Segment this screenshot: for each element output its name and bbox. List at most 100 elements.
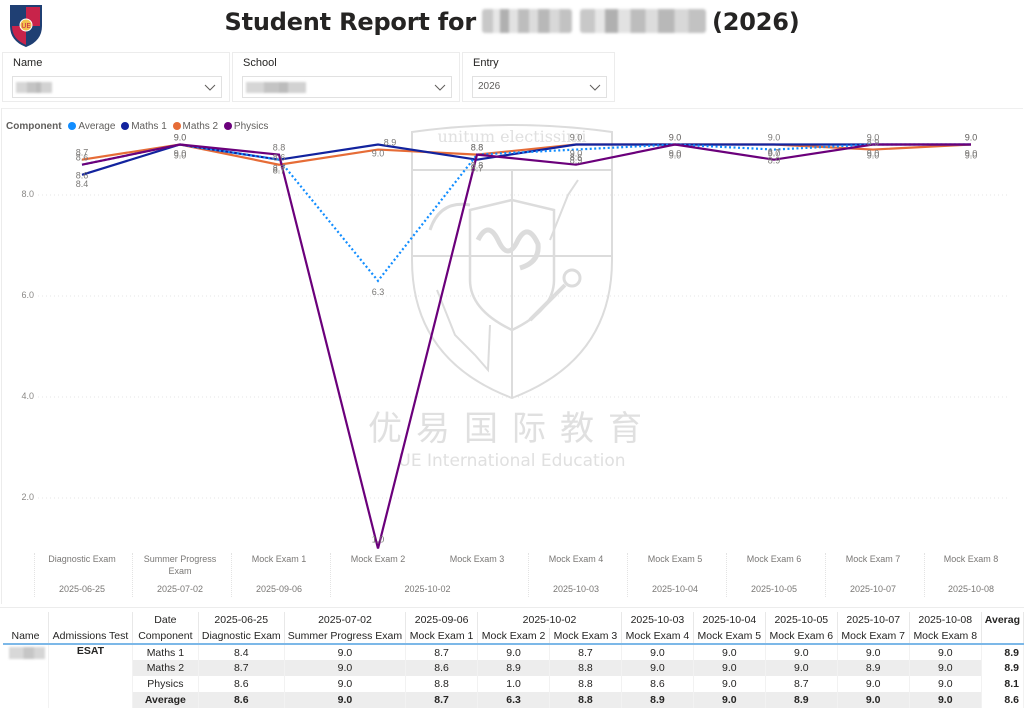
exam-header[interactable]: Mock Exam 6 xyxy=(765,628,838,645)
exam-header[interactable]: Mock Exam 5 xyxy=(693,628,766,645)
data-label: 8.7 xyxy=(76,148,89,158)
exam-header[interactable]: Mock Exam 4 xyxy=(621,628,694,645)
component-cell: Maths 2 xyxy=(132,660,199,676)
school-dropdown[interactable] xyxy=(242,76,452,98)
data-label: 8.8 xyxy=(471,143,484,153)
data-label: 9.0 xyxy=(570,133,583,143)
data-label: 8.4 xyxy=(76,179,89,189)
x-date-label: 2025-10-04 xyxy=(651,584,699,594)
entry-value: 2026 xyxy=(478,81,501,92)
legend-dot-icon xyxy=(68,122,77,130)
score-cell: 8.8 xyxy=(549,692,622,708)
row-average-cell: 8.6 xyxy=(981,692,1024,708)
exam-header[interactable]: Mock Exam 2 xyxy=(477,628,551,645)
x-category-label: Summer Progress Exam xyxy=(143,554,217,576)
row-average-cell: 8.9 xyxy=(981,644,1024,660)
name-dropdown[interactable] xyxy=(12,76,222,98)
legend-item-maths1[interactable]: Maths 1 xyxy=(121,121,167,132)
name-redacted-value xyxy=(16,82,52,93)
score-cell: 9.0 xyxy=(284,644,407,660)
page-title: Student Report for (2026) xyxy=(0,8,1024,37)
score-cell: 9.0 xyxy=(284,676,407,692)
x-date-label: 2025-10-03 xyxy=(552,584,600,594)
data-label: 9.0 xyxy=(669,133,682,143)
y-tick: 8.0 xyxy=(21,189,34,199)
score-cell: 8.7 xyxy=(405,692,479,708)
row-average-cell: 8.9 xyxy=(981,660,1024,676)
data-label: 9.0 xyxy=(768,133,781,143)
component-column-header[interactable]: Component xyxy=(132,628,199,645)
chevron-down-icon xyxy=(589,84,601,91)
score-cell: 8.9 xyxy=(477,660,551,676)
x-separator xyxy=(330,553,331,597)
score-cell: 9.0 xyxy=(693,644,766,660)
data-label: 9.0 xyxy=(768,149,781,159)
date-header: 2025-10-02 xyxy=(477,612,622,628)
exam-header[interactable]: Mock Exam 8 xyxy=(909,628,982,645)
series-line-average[interactable] xyxy=(81,143,971,283)
x-category-label: Mock Exam 7 xyxy=(845,554,901,564)
score-cell: 9.0 xyxy=(693,692,766,708)
legend-label: Maths 2 xyxy=(182,121,219,132)
score-cell: 9.0 xyxy=(765,660,838,676)
legend-item-average[interactable]: Average xyxy=(68,121,115,132)
data-label: 9.0 xyxy=(867,133,880,143)
legend-item-maths2[interactable]: Maths 2 xyxy=(172,121,219,132)
date-header: 2025-10-04 xyxy=(693,612,766,628)
data-label: 1.0 xyxy=(372,535,385,545)
date-header: 2025-10-05 xyxy=(765,612,838,628)
score-cell: 9.0 xyxy=(284,692,407,708)
y-tick: 4.0 xyxy=(21,391,34,401)
exam-header[interactable]: Mock Exam 3 xyxy=(549,628,622,645)
y-tick: 6.0 xyxy=(21,290,34,300)
admissions-test-cell: ESAT xyxy=(48,644,133,708)
data-label: 8.8 xyxy=(471,161,484,171)
score-cell: 9.0 xyxy=(477,644,551,660)
school-slicer: School xyxy=(232,52,460,102)
data-label: 9.0 xyxy=(965,133,978,143)
data-label: 9.0 xyxy=(174,149,187,159)
admissions-test-column-header[interactable]: Admissions Test xyxy=(48,628,133,645)
score-cell: 8.8 xyxy=(405,676,479,692)
x-date-label: 2025-07-02 xyxy=(156,584,204,594)
score-cell: 8.7 xyxy=(405,644,479,660)
name-column-header[interactable]: Name xyxy=(3,628,49,645)
table-row: Average 8.6 9.0 8.7 6.3 8.8 8.9 9.0 8.9 9.0 9.0 8.6 xyxy=(3,692,1024,708)
score-cell: 9.0 xyxy=(693,660,766,676)
x-separator xyxy=(825,553,826,597)
data-label: 9.0 xyxy=(965,151,978,161)
score-cell: 9.0 xyxy=(765,644,838,660)
exam-header[interactable]: Diagnostic Exam xyxy=(198,628,285,645)
x-separator xyxy=(528,553,529,597)
score-cell: 9.0 xyxy=(621,660,694,676)
x-category-label: Mock Exam 4 xyxy=(548,554,604,564)
series-line-physics[interactable] xyxy=(81,143,971,549)
school-redacted-value xyxy=(246,82,306,93)
x-separator xyxy=(924,553,925,597)
exam-header[interactable]: Mock Exam 1 xyxy=(405,628,479,645)
average-column-header[interactable]: Averag xyxy=(981,612,1024,645)
x-category-label: Mock Exam 2 xyxy=(350,554,406,564)
entry-dropdown[interactable]: 2026 xyxy=(472,76,607,98)
exam-header[interactable]: Summer Progress Exam xyxy=(284,628,407,645)
name-slicer: Name xyxy=(2,52,230,102)
data-label: 8.9 xyxy=(768,156,781,166)
score-cell: 8.6 xyxy=(621,676,694,692)
data-label: 8.6 xyxy=(273,153,286,163)
x-category-label: Mock Exam 5 xyxy=(647,554,703,564)
redacted-student-first-name xyxy=(481,9,572,33)
exam-header[interactable]: Mock Exam 7 xyxy=(837,628,910,645)
table-row: Maths 2 8.7 9.0 8.6 8.9 8.8 9.0 9.0 9.0 8.9 9.0 8.9 xyxy=(3,660,1024,676)
date-header: 2025-10-03 xyxy=(621,612,694,628)
data-label: 9.0 xyxy=(570,149,583,159)
data-label: 8.6 xyxy=(570,153,583,163)
legend-item-physics[interactable]: Physics xyxy=(223,121,268,132)
score-cell: 9.0 xyxy=(909,660,982,676)
date-header: 2025-07-02 xyxy=(284,612,407,628)
data-label: 9.0 xyxy=(965,149,978,159)
data-label: 9.0 xyxy=(174,133,187,143)
legend-dot-icon xyxy=(223,122,232,130)
x-separator xyxy=(726,553,727,597)
legend-label: Average xyxy=(78,121,116,132)
